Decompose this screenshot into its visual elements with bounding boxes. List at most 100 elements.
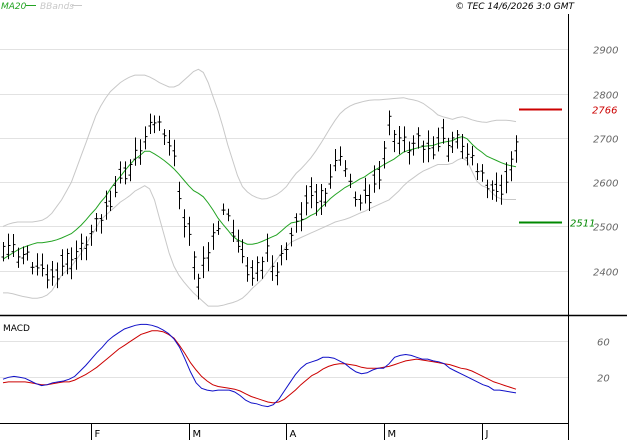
ohlc-bar [123,161,128,185]
ohlc-bar [35,253,40,276]
ohlc-bar [343,160,348,177]
price-markers: 2766 2511 [519,106,617,230]
macd-signal-line [2,330,517,404]
price-tick-label: 2800 [593,91,618,102]
ohlc-bar [133,137,138,166]
ohlc-bar [187,216,192,246]
bb-upper-line [2,68,517,227]
ohlc-bar [348,173,353,188]
ohlc-bar [99,214,104,234]
ohlc-bar [113,176,118,198]
ohlc-bar [397,126,402,155]
ohlc-bar [411,135,416,156]
ohlc-bar [441,118,446,144]
ohlc-bar [363,177,368,204]
ohlc-bar [260,256,265,279]
ohlc-bar [284,242,289,261]
ohlc-bar [118,161,123,184]
ohlc-bar [475,163,480,180]
bb-lower-line [3,157,516,307]
ohlc-bar [65,248,70,275]
x-axis-label: M [193,429,202,440]
ohlc-bar [206,242,211,272]
ohlc-bar [436,127,441,152]
ohlc-bar [490,180,495,200]
ohlc-bar [514,135,519,163]
ohlc-bar [201,246,206,279]
ohlc-bar [172,139,177,167]
macd-tick-label: 60 [597,338,610,349]
ohlc-bar [221,203,226,215]
ohlc-bar [338,146,343,166]
ohlc-bar [196,273,201,300]
ohlc-bar [30,262,35,275]
ohlc-bar [84,236,89,261]
ohlc-bar [270,255,275,281]
price-grid [0,49,568,272]
ohlc-bar [226,208,231,222]
ohlc-bar [416,127,421,149]
ma20-line [2,136,517,260]
ohlc-bar [216,220,221,235]
ohlc-bar [6,233,11,260]
ohlc-bar [128,159,133,182]
ohlc-bar [45,264,50,289]
ohlc-bar [407,141,412,165]
ohlc-bar [265,233,270,262]
ohlc-bar [465,143,470,166]
copyright-text: © TEC 14/6/2026 3:0 GMT [455,2,575,12]
ohlc-bar [11,234,16,257]
ohlc-bar [255,256,260,282]
macd-lines [2,323,517,408]
ohlc-bar [426,130,431,163]
ohlc-bar [16,247,21,268]
macd-tick-label: 20 [597,374,610,385]
ohlc-bar [89,224,94,246]
ohlc-bar [319,184,324,215]
ohlc-bar [50,261,55,286]
x-axis-label: A [290,429,297,440]
ohlc-bar [333,149,338,172]
ohlc-bar [21,246,26,265]
macd-line [2,323,517,408]
ohlc-bar [421,140,426,163]
ohlc-bar [245,257,250,282]
price-tick-label: 2600 [593,179,618,190]
ohlc-bar [450,131,455,153]
ohlc-bar [240,239,245,264]
price-tick-label: 2500 [593,223,618,234]
ohlc-bar [275,262,280,286]
ohlc-bar [177,181,182,210]
ohlc-bar [143,126,148,150]
x-axis-label: M [388,429,397,440]
ohlc-bar [236,229,241,253]
ohlc-bars [1,110,519,300]
price-panel [0,14,568,315]
ohlc-bar [167,130,172,156]
ohlc-bar [60,249,65,276]
price-y-axis: 2400 2500 2600 2700 2800 2900 [593,46,618,279]
price-tick-label: 2900 [593,46,618,57]
macd-grid [0,341,568,378]
ohlc-bar [470,145,475,166]
ohlc-bar [55,262,60,289]
ohlc-bar [69,247,74,280]
ohlc-bar [157,115,162,131]
ohlc-bar [402,126,407,153]
price-tick-label: 2700 [593,135,618,146]
ohlc-bar [377,161,382,190]
x-axis-label: J [485,429,489,440]
ohlc-bar [182,209,187,238]
ma20-series-line [2,136,517,260]
ohlc-bar [314,184,319,216]
price-marker-label: 2766 [592,106,617,117]
ohlc-bar [108,190,113,211]
ohlc-bar [152,115,157,134]
ohlc-bar [289,227,294,247]
ohlc-bar [148,113,153,134]
ohlc-bar [211,223,216,250]
ohlc-bar [460,134,465,159]
ohlc-bar [162,129,167,145]
